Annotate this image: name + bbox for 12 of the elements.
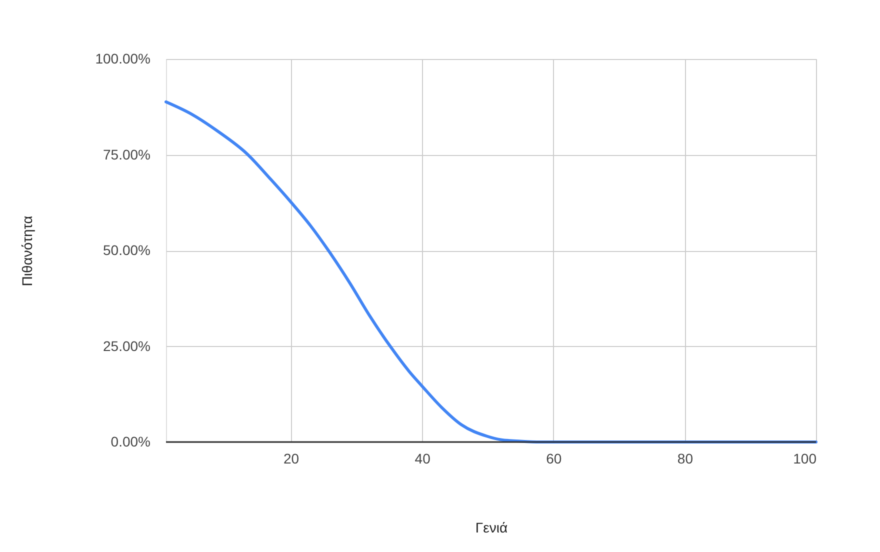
y-tick-label: 50.00% — [103, 242, 150, 258]
y-tick-label: 100.00% — [95, 50, 150, 66]
x-tick-label: 40 — [414, 450, 431, 466]
x-axis-title: Γενιά — [475, 520, 508, 536]
y-tick-label: 0.00% — [110, 434, 150, 450]
x-tick-label: 60 — [546, 450, 562, 466]
x-tick-label: 80 — [677, 450, 694, 466]
y-tick-label: 25.00% — [103, 338, 150, 354]
y-axis-title: Πιθανότητα — [19, 216, 36, 286]
x-tick-label: 20 — [283, 450, 300, 466]
x-tick-label: 100 — [793, 450, 817, 466]
y-tick-label: 75.00% — [103, 146, 150, 162]
